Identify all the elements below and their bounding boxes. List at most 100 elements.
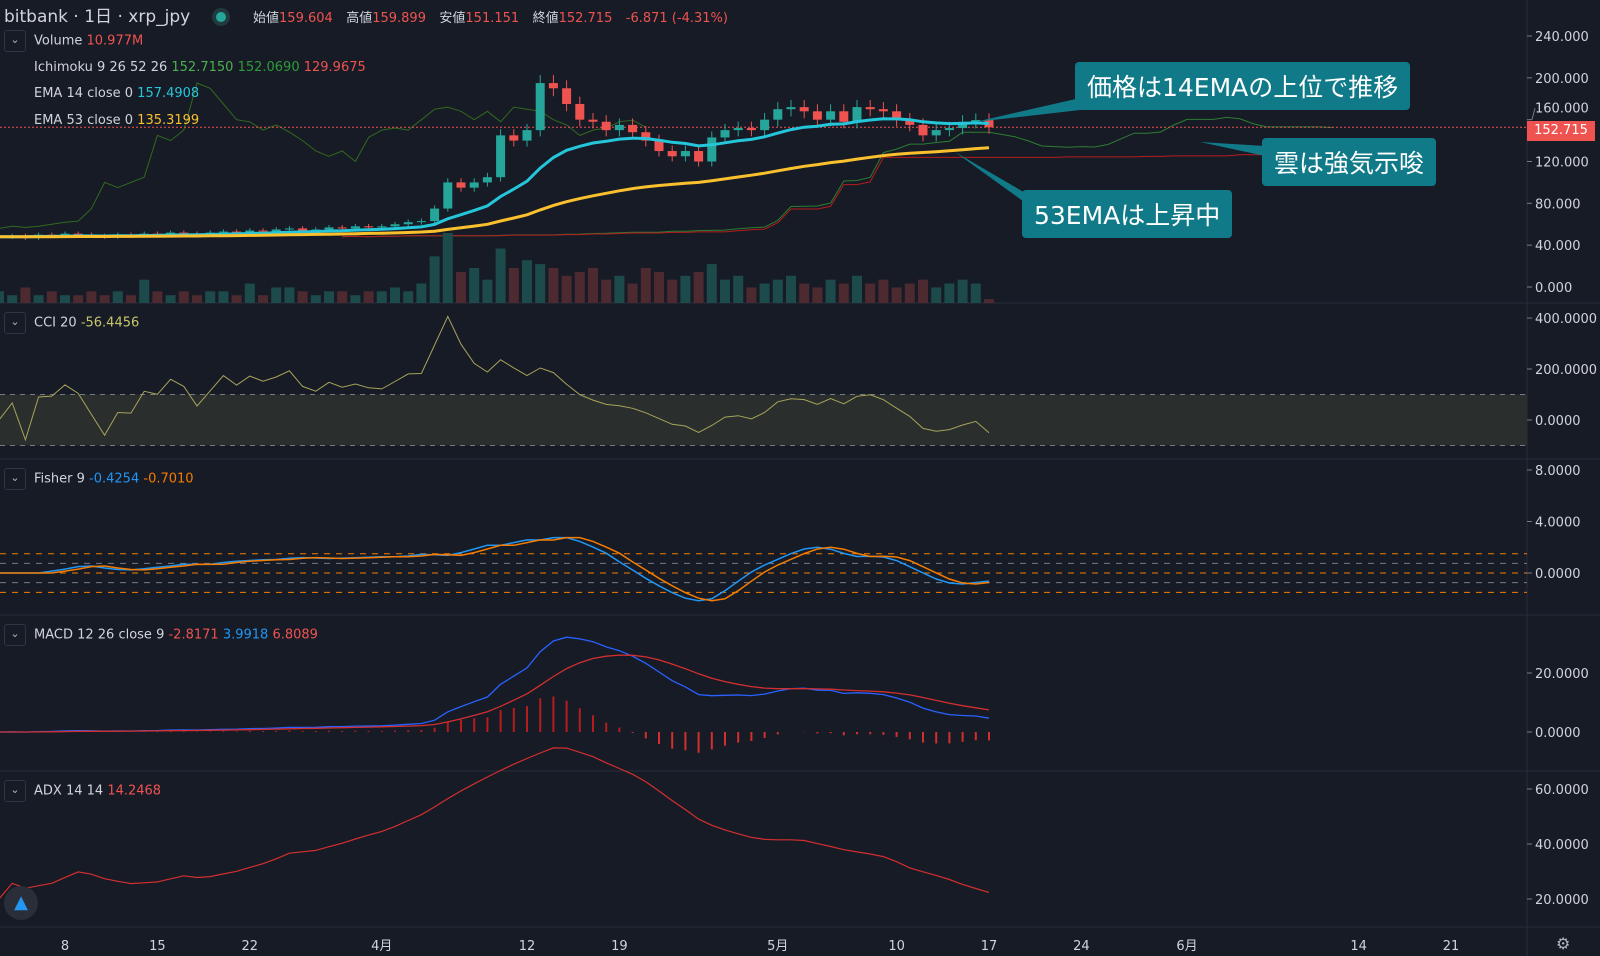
- candle-body: [430, 208, 440, 222]
- candle-body: [496, 135, 506, 178]
- time-axis-label: 4月: [371, 939, 392, 954]
- candle-body: [337, 227, 347, 229]
- volume-bar: [706, 264, 717, 303]
- volume-bar: [403, 291, 414, 303]
- volume-bar: [271, 287, 282, 303]
- candle-body: [258, 230, 268, 232]
- market-status-icon: [215, 12, 226, 22]
- volume-bar: [310, 295, 321, 303]
- volume-bar: [970, 283, 981, 303]
- volume-bar: [7, 295, 18, 303]
- candle-body: [271, 229, 281, 232]
- exchange: bitbank: [4, 7, 69, 27]
- volume-bar: [192, 295, 202, 303]
- volume-bar: [139, 279, 150, 303]
- callout-pointer: [975, 98, 1080, 122]
- volume-bar: [720, 279, 730, 303]
- volume-bar: [904, 283, 915, 303]
- volume-bar: [456, 271, 466, 303]
- adx-axis-label: 40.0000: [1535, 838, 1589, 853]
- legend-fisher: ⌄ Fisher 9 -0.4254 -0.7010: [4, 468, 194, 490]
- macd-axis-label: 0.0000: [1535, 726, 1581, 741]
- candle-body: [377, 226, 387, 228]
- candle-body: [284, 228, 294, 230]
- last-price-tag: 152.715: [1527, 121, 1595, 141]
- candle-body: [905, 119, 915, 125]
- candle-body: [667, 151, 677, 157]
- legend-value: 129.9675: [303, 60, 366, 75]
- candle-body: [694, 151, 704, 162]
- volume-bar: [86, 291, 97, 303]
- legend-value: -0.7010: [143, 471, 194, 487]
- price-axis-label: 80.000: [1535, 197, 1581, 212]
- volume-bar: [33, 295, 44, 303]
- candle-body: [865, 107, 875, 110]
- candle-body: [878, 109, 888, 112]
- price-axis-label: 200.000: [1535, 72, 1589, 87]
- open-value: 159.604: [279, 11, 333, 26]
- legend-name: MACD 12 26 close 9: [34, 627, 165, 643]
- ema53-line: [0, 146, 990, 239]
- candle-body: [298, 228, 308, 231]
- legend-value: -2.8171: [168, 627, 219, 643]
- volume-bar: [99, 295, 110, 303]
- settings-gear-icon[interactable]: ⚙: [1556, 934, 1571, 953]
- adx-axis-label: 20.0000: [1535, 893, 1589, 908]
- legend-value: 152.7150: [171, 60, 234, 75]
- change-value: -6.871 (-4.31%): [625, 11, 728, 26]
- symbol[interactable]: xrp_jpy: [128, 7, 191, 27]
- volume-bar: [152, 291, 163, 303]
- callout-price-above-ema14: 価格は14EMAの上位で推移: [1075, 62, 1411, 110]
- volume-bar: [324, 291, 334, 303]
- high-label: 高値: [346, 11, 373, 26]
- volume-bar: [73, 295, 84, 303]
- collapse-chevron-icon[interactable]: ⌄: [4, 624, 26, 646]
- volume-bar: [878, 279, 889, 303]
- callout-ema53-rising: 53EMAは上昇中: [1022, 190, 1233, 238]
- candle-body: [311, 229, 321, 231]
- high-value: 159.899: [372, 11, 426, 26]
- volume-bar: [508, 268, 519, 303]
- candle-body: [575, 103, 585, 120]
- legend-value: 135.3199: [137, 113, 200, 128]
- cci-axis-label: 200.0000: [1535, 363, 1597, 378]
- volume-bar: [231, 295, 242, 303]
- interval[interactable]: 1日: [84, 7, 113, 27]
- volume-bar: [891, 287, 902, 303]
- legend-value: 152.0690: [237, 60, 300, 75]
- legend-value: 6.8089: [272, 627, 318, 643]
- volume-bar: [944, 283, 955, 303]
- volume-bar: [561, 275, 572, 303]
- legend-value: 3.9918: [222, 627, 269, 643]
- volume-bar: [178, 291, 189, 303]
- candle-body: [509, 135, 519, 141]
- legend-ichimoku: Ichimoku 9 26 52 26 152.7150 152.0690 12…: [34, 60, 366, 75]
- ichimoku-span-b: [342, 153, 1333, 238]
- price-axis-label: 40.000: [1535, 239, 1581, 254]
- collapse-chevron-icon[interactable]: ⌄: [4, 30, 26, 52]
- price-axis-label: 240.000: [1535, 30, 1589, 45]
- callout-pointer: [955, 152, 1027, 204]
- volume-bar: [244, 283, 255, 303]
- tradingview-logo-icon[interactable]: ▲: [4, 886, 38, 920]
- candle-body: [826, 111, 836, 120]
- collapse-chevron-icon[interactable]: ⌄: [4, 312, 26, 334]
- volume-bar: [469, 268, 480, 303]
- volume-bar: [205, 291, 216, 303]
- candle-body: [614, 124, 624, 131]
- candle-body: [232, 231, 242, 233]
- volume-bar: [957, 279, 968, 303]
- volume-bar: [46, 291, 57, 303]
- close-value: 152.715: [558, 11, 613, 26]
- collapse-chevron-icon[interactable]: ⌄: [4, 780, 26, 802]
- candle-body: [522, 130, 532, 141]
- legend-name: CCI 20: [34, 315, 77, 331]
- volume-bar: [218, 291, 229, 303]
- open-label: 始値: [253, 11, 280, 26]
- volume-bar: [284, 287, 295, 303]
- time-axis-label: 12: [519, 939, 536, 954]
- volume-bar: [376, 291, 387, 303]
- collapse-chevron-icon[interactable]: ⌄: [4, 468, 26, 490]
